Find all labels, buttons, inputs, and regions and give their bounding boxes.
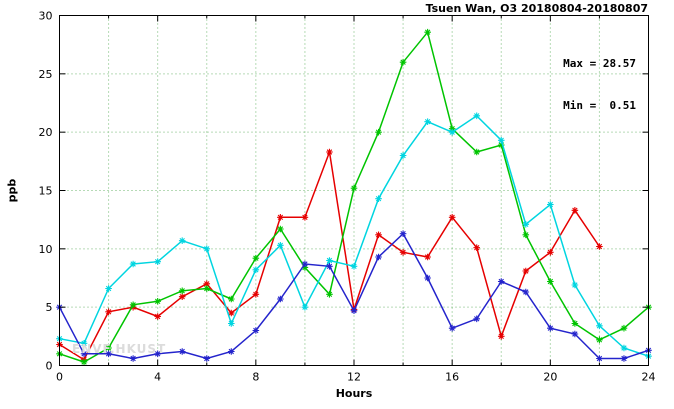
- series-green: [56, 28, 652, 366]
- x-tick-label: 0: [56, 371, 63, 384]
- x-tick-label: 12: [347, 371, 361, 384]
- series-red: [56, 148, 603, 363]
- series-blue: [56, 230, 652, 362]
- y-tick-label: 15: [39, 185, 53, 198]
- tick-labels: 0 4 8 12 16 20 24 0 5 10 15 20 25 30: [39, 10, 656, 384]
- series-red-line: [59, 149, 601, 361]
- y-tick-label: 0: [46, 360, 53, 373]
- chart-title: Tsuen Wan, O3 20180804-20180807: [425, 2, 648, 15]
- y-axis-label: ppb: [5, 178, 19, 203]
- y-tick-label: 20: [39, 126, 53, 139]
- series-green-markers: [56, 28, 652, 366]
- min-label: Min = 0.51: [563, 99, 636, 112]
- watermark: ENVF.HKUST: [72, 342, 167, 356]
- y-tick-label: 5: [46, 301, 53, 314]
- y-tick-label: 30: [39, 10, 53, 23]
- series-cyan: [56, 112, 652, 360]
- x-axis-label: Hours: [335, 387, 373, 400]
- series-red-markers: [56, 148, 603, 363]
- y-tick-label: 25: [39, 68, 53, 81]
- x-tick-label: 8: [252, 371, 259, 384]
- x-tick-label: 16: [445, 371, 459, 384]
- x-tick-label: 20: [543, 371, 557, 384]
- x-tick-label: 24: [642, 371, 656, 384]
- maxmin-annotation: Max = 28.57 Min = 0.51: [563, 29, 636, 141]
- y-tick-label: 10: [39, 243, 53, 256]
- x-tick-label: 4: [154, 371, 161, 384]
- max-label: Max = 28.57: [563, 57, 636, 70]
- axes: [59, 15, 649, 366]
